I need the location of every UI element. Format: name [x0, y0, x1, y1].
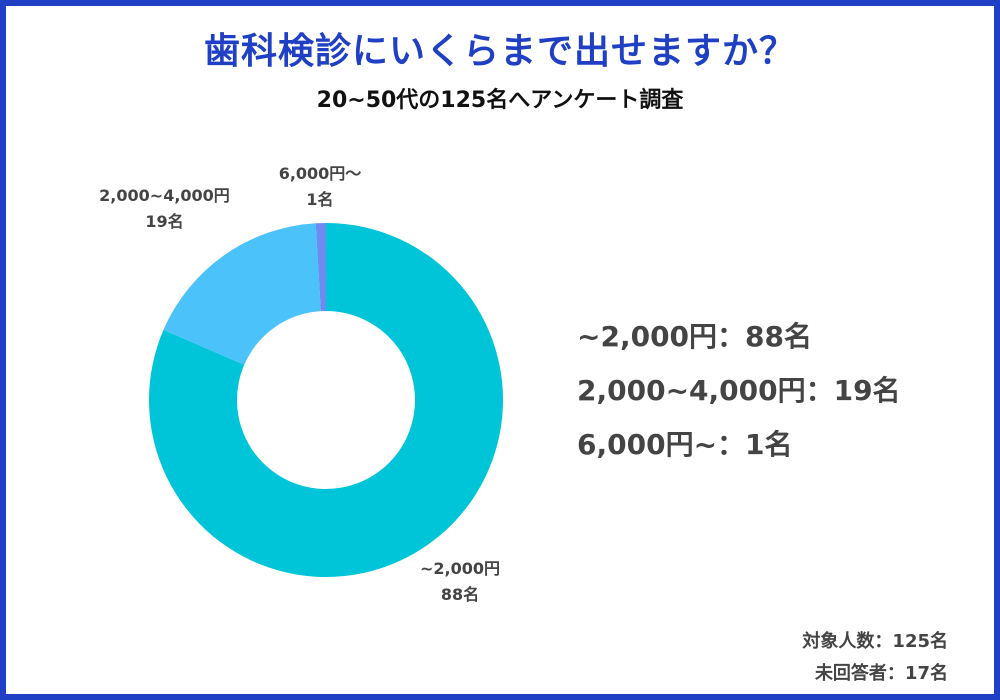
- legend-item-over-6000: 6,000円~：1名: [577, 428, 793, 461]
- callout-value: 1名: [306, 190, 334, 209]
- chart-title: 歯科検診にいくらまで出せますか？: [203, 31, 796, 72]
- slice-over-6000: [315, 223, 326, 312]
- callout-over-6000: 6,000円〜 1名: [260, 161, 380, 213]
- chart-legend: ~2,000円：88名 2,000~4,000円：19名 6,000円~：1名: [577, 310, 901, 472]
- legend-item-under-2000: ~2,000円：88名: [577, 320, 812, 353]
- callout-label: 2,000~4,000円: [99, 186, 230, 205]
- slice-under-2000: [148, 223, 504, 577]
- chart-subtitle: 20~50代の125名へアンケート調査: [316, 88, 684, 113]
- respondent-count: 対象人数：125名: [802, 631, 948, 652]
- callout-label: ~2,000円: [419, 559, 501, 578]
- callout-2000-4000: 2,000~4,000円 19名: [82, 183, 247, 235]
- callout-value: 88名: [440, 585, 480, 604]
- slice-2000-4000: [163, 223, 321, 365]
- callout-value: 19名: [145, 212, 184, 231]
- callout-label: 6,000円〜: [278, 164, 362, 183]
- callout-under-2000: ~2,000円 88名: [405, 556, 515, 608]
- legend-item-2000-4000: 2,000~4,000円：19名: [577, 374, 901, 407]
- footer-notes: 対象人数：125名 未回答者：17名: [802, 626, 948, 690]
- unanswered-count: 未回答者：17名: [814, 663, 948, 684]
